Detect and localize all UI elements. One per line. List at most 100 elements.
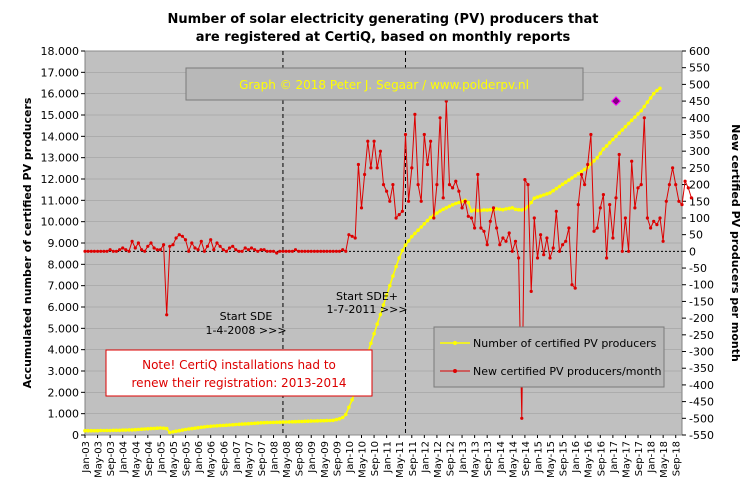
data-point [155, 248, 159, 252]
left-tick-label: 6.000 [48, 301, 80, 314]
data-point [161, 426, 166, 431]
x-tick-label: Jan-11 [383, 441, 394, 474]
x-tick-label: May-04 [131, 441, 142, 478]
data-point [636, 112, 640, 116]
watermark-text: Graph © 2018 Peter J. Segaar / www.polde… [239, 78, 529, 92]
data-point [149, 426, 153, 431]
data-point [435, 183, 439, 187]
data-point [331, 418, 336, 423]
data-point [539, 233, 543, 237]
data-point [589, 132, 593, 137]
x-tick-label: Jan-18 [647, 441, 658, 474]
data-point [457, 189, 461, 193]
series-accumulated [83, 86, 662, 435]
data-point [133, 246, 137, 250]
right-tick-label: -200 [689, 312, 714, 325]
left-tick-label: 16.000 [41, 88, 80, 101]
data-point [563, 180, 568, 184]
data-point [243, 246, 247, 250]
data-point [466, 214, 470, 218]
data-point [331, 249, 335, 253]
left-tick-label: 7.000 [48, 280, 80, 293]
data-point [658, 216, 662, 220]
data-point [482, 229, 486, 233]
data-point [683, 179, 687, 183]
right-tick-label: 100 [689, 212, 710, 225]
data-point [344, 412, 348, 417]
data-point [397, 213, 401, 217]
data-point [202, 425, 207, 429]
data-point [677, 199, 681, 203]
data-point [86, 428, 90, 433]
data-point [177, 428, 182, 433]
x-tick-label: May-05 [169, 441, 180, 478]
data-point [306, 419, 310, 424]
data-point [152, 426, 156, 431]
data-point [388, 283, 392, 288]
data-point [218, 423, 222, 428]
data-point [278, 249, 282, 253]
data-point [400, 209, 404, 213]
data-point [164, 426, 169, 431]
left-tick-label: 2.000 [48, 386, 80, 399]
data-point [482, 208, 486, 212]
data-point [429, 139, 433, 143]
chart-title-line2: are registered at CertiQ, based on month… [196, 30, 571, 45]
sde-annotation-line1: Start SDE [220, 310, 273, 323]
data-point [284, 249, 288, 253]
data-point [300, 249, 304, 253]
data-point [341, 248, 345, 252]
data-point [271, 420, 276, 425]
data-point [623, 216, 628, 220]
x-tick-label: Sep-15 [559, 441, 570, 476]
x-tick-label: Sep-09 [332, 441, 343, 476]
x-tick-label: Jan-04 [119, 441, 130, 474]
x-tick-label: May-08 [282, 441, 293, 478]
data-point [658, 86, 662, 91]
data-point [102, 428, 106, 433]
x-tick-label: Jan-09 [307, 441, 318, 474]
data-point [507, 231, 511, 235]
data-point [532, 216, 536, 220]
data-point [274, 420, 279, 425]
note-box [105, 349, 373, 397]
x-tick-label: Sep-11 [408, 441, 419, 476]
data-point [517, 256, 521, 260]
data-point [180, 428, 185, 432]
x-tick-label: Jan-16 [571, 441, 582, 474]
data-point [303, 419, 307, 424]
data-point [454, 201, 458, 206]
data-point [221, 423, 226, 428]
data-point [548, 256, 552, 260]
x-tick-label: Sep-16 [596, 441, 607, 476]
data-point [136, 427, 141, 432]
data-point [598, 206, 602, 210]
data-point [592, 229, 596, 233]
highlight-marker [611, 96, 621, 107]
x-tick-label: Sep-13 [483, 441, 494, 476]
x-tick-label: May-03 [94, 441, 105, 478]
x-tick-label: Sep-07 [257, 441, 268, 476]
right-tick-label: -550 [689, 429, 714, 442]
data-point [111, 428, 116, 433]
data-point [608, 203, 612, 207]
data-point [583, 183, 587, 187]
right-tick-label: -150 [689, 295, 714, 308]
data-point [460, 206, 464, 210]
data-point [306, 249, 310, 253]
data-point [623, 124, 628, 129]
data-point [466, 200, 471, 205]
data-point [183, 238, 188, 242]
left-tick-label: 14.000 [41, 130, 80, 143]
x-tick-label: May-06 [207, 441, 218, 478]
data-point [545, 236, 549, 240]
data-point [268, 420, 273, 425]
legend-marker-accumulated [453, 341, 457, 345]
left-tick-label: 17.000 [41, 66, 80, 79]
left-tick-label: 10.000 [41, 216, 80, 229]
y-axis-right-label: New certified PV producers per month [729, 124, 742, 362]
data-point [416, 183, 420, 187]
data-point [605, 256, 609, 260]
data-point [457, 200, 461, 205]
data-point [498, 207, 502, 212]
